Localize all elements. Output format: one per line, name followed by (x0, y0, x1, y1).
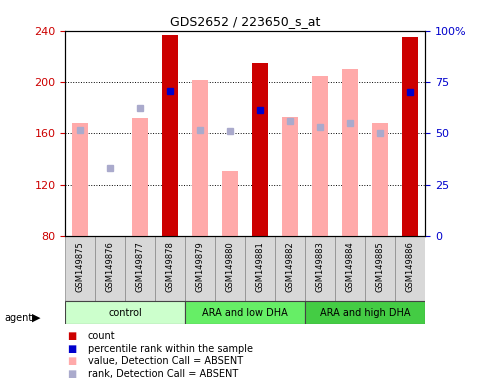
Bar (192, 79, 208, 236)
Bar (245, 236, 275, 301)
Text: GSM149877: GSM149877 (136, 242, 145, 292)
Text: GSM149886: GSM149886 (406, 242, 414, 292)
Text: GSM149882: GSM149882 (285, 242, 295, 292)
Bar (162, 35, 178, 236)
Text: GSM149875: GSM149875 (76, 242, 85, 292)
Text: GSM149883: GSM149883 (315, 242, 325, 292)
Text: rank, Detection Call = ABSENT: rank, Detection Call = ABSENT (88, 369, 238, 379)
Bar (275, 236, 305, 301)
Text: ARA and low DHA: ARA and low DHA (202, 308, 288, 318)
Bar (305, 236, 335, 301)
Bar (395, 236, 425, 301)
Text: GSM149885: GSM149885 (376, 242, 384, 292)
Bar (222, 170, 239, 236)
Bar (185, 301, 305, 324)
Bar (215, 236, 245, 301)
Bar (252, 63, 269, 236)
Text: GSM149880: GSM149880 (226, 242, 235, 292)
Text: agent: agent (5, 313, 33, 323)
Bar (372, 123, 388, 236)
Bar (65, 301, 185, 324)
Text: ■: ■ (68, 344, 77, 354)
Text: GSM149881: GSM149881 (256, 242, 265, 292)
Bar (282, 117, 298, 236)
Bar (95, 236, 125, 301)
Text: ▶: ▶ (32, 313, 41, 323)
Title: GDS2652 / 223650_s_at: GDS2652 / 223650_s_at (170, 15, 320, 28)
Bar (65, 236, 95, 301)
Text: control: control (108, 308, 142, 318)
Bar (72, 123, 88, 236)
Text: ■: ■ (68, 356, 77, 366)
Bar (402, 37, 418, 236)
Bar (312, 76, 328, 236)
Bar (132, 118, 148, 236)
Text: GSM149884: GSM149884 (345, 242, 355, 292)
Bar (342, 69, 358, 236)
Bar (155, 236, 185, 301)
Bar (305, 301, 425, 324)
Text: percentile rank within the sample: percentile rank within the sample (88, 344, 253, 354)
Text: GSM149878: GSM149878 (166, 242, 175, 292)
Bar (185, 236, 215, 301)
Text: GSM149876: GSM149876 (106, 242, 114, 292)
Text: count: count (88, 331, 115, 341)
Text: value, Detection Call = ABSENT: value, Detection Call = ABSENT (88, 356, 243, 366)
Text: GSM149879: GSM149879 (196, 242, 205, 292)
Text: ARA and high DHA: ARA and high DHA (320, 308, 411, 318)
Bar (365, 236, 395, 301)
Bar (335, 236, 365, 301)
Text: ■: ■ (68, 369, 77, 379)
Text: ■: ■ (68, 331, 77, 341)
Bar (125, 236, 155, 301)
